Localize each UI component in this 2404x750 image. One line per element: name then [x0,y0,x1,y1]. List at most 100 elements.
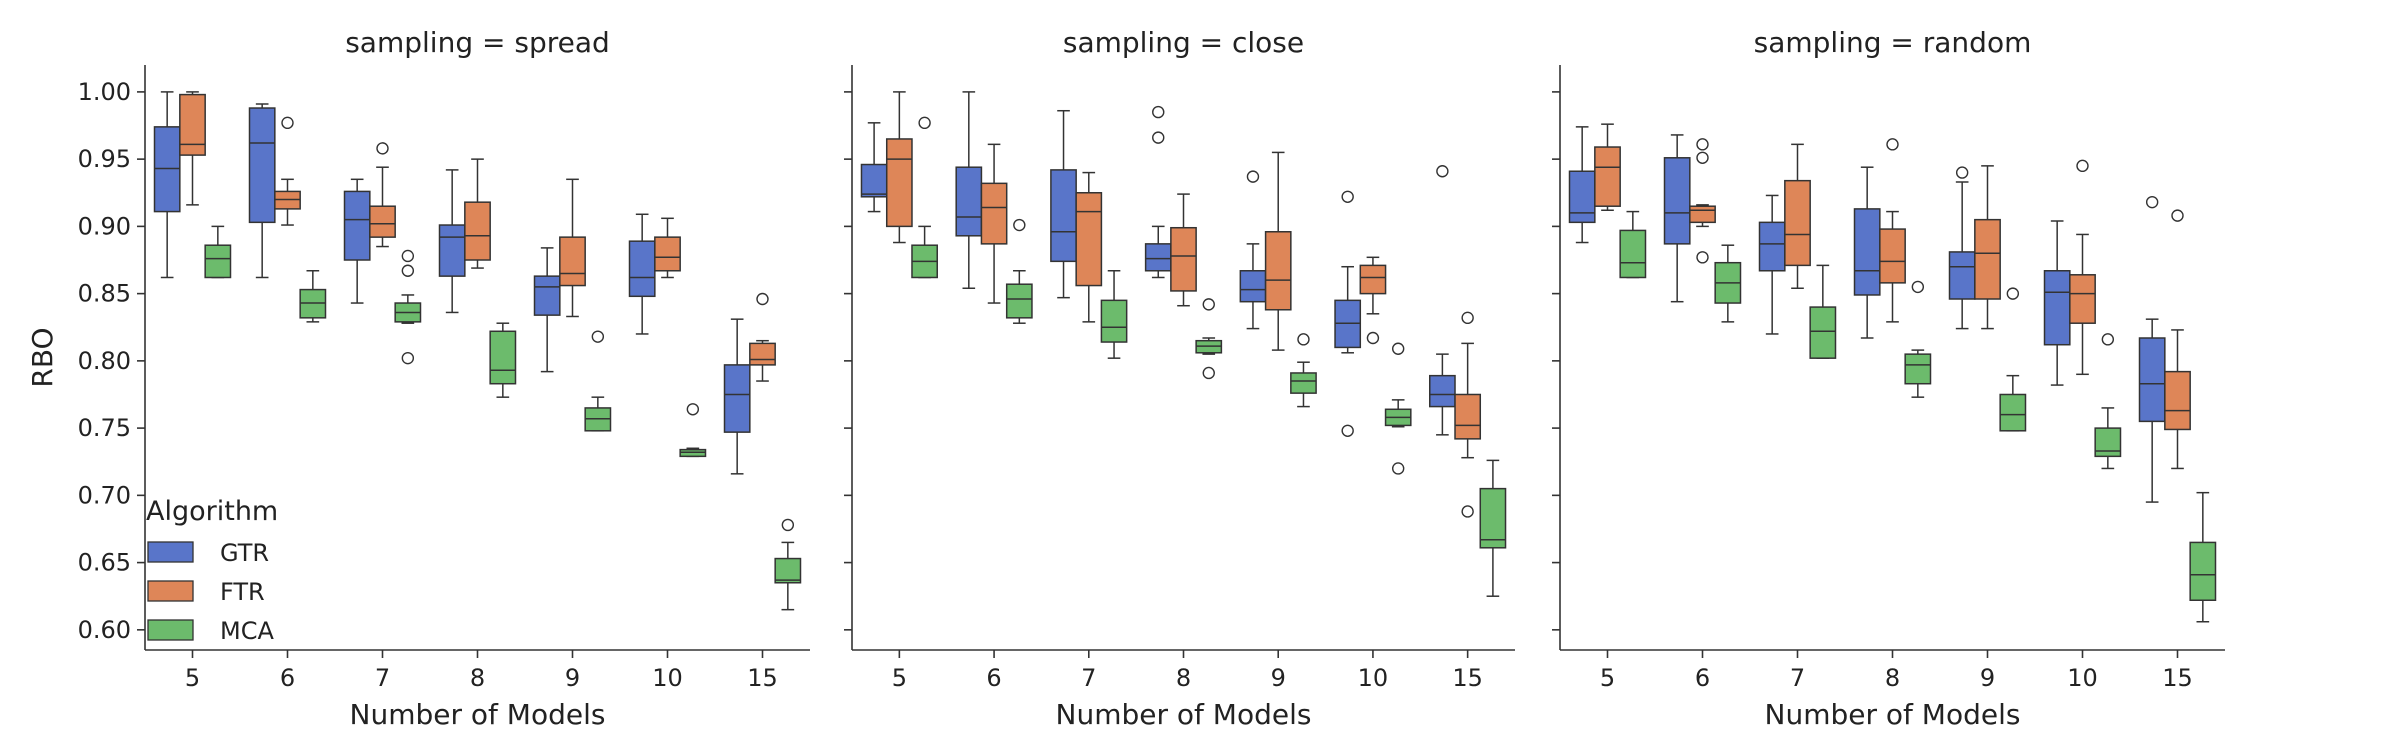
box-mca-9 [584,330,612,432]
box-gtr-7 [1050,109,1077,299]
x-tick-label: 15 [2162,664,2193,692]
box-body [1879,228,1906,284]
panel-1: sampling = spread 0.60 0.65 0.70 0.75 0.80 0.8… [26,26,810,731]
box-body [1005,283,1033,319]
outlier-point [1436,165,1449,178]
box-mca-6 [1714,244,1742,323]
y-tick-label: 0.70 [78,481,131,509]
x-tick-label: 8 [1885,664,1900,692]
outlier-point [1461,505,1474,518]
outlier-point [591,330,605,343]
box-body [489,330,517,385]
outlier-point [2101,333,2115,346]
outlier-point [1461,311,1474,325]
box-gtr-7 [1758,194,1786,335]
outlier-point [1202,366,1215,380]
box-body [343,190,371,261]
box-body [860,163,888,198]
box-body [1663,157,1691,245]
y-tick-label: 0.80 [78,347,131,375]
box-ftr-8 [1879,138,1906,323]
box-body [1144,243,1172,272]
x-tick-label: 10 [652,664,683,692]
panel-title: sampling = close [1063,26,1304,59]
box-body [1594,146,1621,207]
outlier-point [2145,195,2159,209]
box-body [1999,393,2027,432]
box-body [204,244,232,279]
box-body [628,240,656,298]
x-tick-label: 9 [565,664,580,692]
box-mca-8 [489,322,517,398]
box-body [1809,306,1837,359]
box-mca-15 [774,518,802,611]
outlier-point [1202,298,1215,311]
box-gtr-10 [1334,190,1362,437]
box-body [1568,170,1596,224]
outlier-point [281,116,294,130]
box-mca-15 [2189,491,2217,623]
box-gtr-9 [1239,170,1267,330]
box-ftr-10 [654,217,681,279]
legend-title: Algorithm [146,496,278,527]
box-gtr-10 [2043,220,2071,386]
x-axis-label: Number of Models [1056,698,1312,731]
outlier-point [1911,280,1925,294]
box-body [1853,208,1881,296]
box-gtr-8 [438,169,466,314]
x-tick-label: 7 [1790,664,1805,692]
box-ftr-6 [980,143,1008,304]
box-gtr-7 [343,178,371,304]
y-tick-label: 0.90 [78,212,131,240]
box-ftr-6 [1689,138,1716,264]
legend-item-ftr: FTR [147,578,265,606]
box-ftr-15 [1454,311,1482,518]
box-body [533,275,561,316]
outlier-point [2006,287,2020,300]
box-mca-9 [1999,287,2027,432]
box-body [774,557,802,584]
outlier-point [1341,190,1354,203]
panels: sampling = spread 0.60 0.65 0.70 0.75 0.80 0.8… [26,26,2225,731]
legend-item-gtr: GTR [147,539,269,567]
box-ftr-7 [369,142,396,248]
panel-title: sampling = spread [345,26,610,59]
x-axis-label: Number of Models [350,698,606,731]
box-body [1170,226,1197,292]
box-gtr-5 [153,91,181,279]
box-body [1619,229,1647,279]
box-body [749,342,776,366]
outlier-point [1391,342,1405,355]
box-body [1290,372,1317,394]
panel-3: sampling = random 5 6 7 8 9 10 15 Number of Mode… [1552,26,2225,731]
box-ftr-6 [274,116,301,226]
box-body [1479,487,1507,549]
x-tick-label: 7 [375,664,390,692]
x-tick-label: 15 [747,664,778,692]
y-tick-label: 0.65 [78,549,131,577]
box-mca-10 [2094,333,2122,470]
box-body [248,107,276,224]
box-ftr-5 [885,91,913,244]
box-body [1974,218,2001,300]
box-mca-6 [299,270,327,323]
box-gtr-6 [1663,134,1691,303]
box-body [1948,251,1976,300]
box-gtr-10 [628,213,656,335]
y-tick-label: 0.85 [78,280,131,308]
x-tick-label: 5 [892,664,907,692]
box-body [1050,169,1077,263]
box-body [980,182,1008,245]
box-gtr-8 [1144,105,1172,279]
y-axis-label: RBO [26,327,59,387]
outlier-point [1246,170,1260,183]
legend-swatch [147,580,194,602]
box-mca-8 [1195,298,1223,380]
outlier-point [1391,462,1405,475]
box-body [438,224,466,277]
x-tick-label: 15 [1452,664,1483,692]
box-ftr-15 [749,292,776,382]
x-tick-label: 6 [280,664,295,692]
outlier-point [1696,151,1709,164]
